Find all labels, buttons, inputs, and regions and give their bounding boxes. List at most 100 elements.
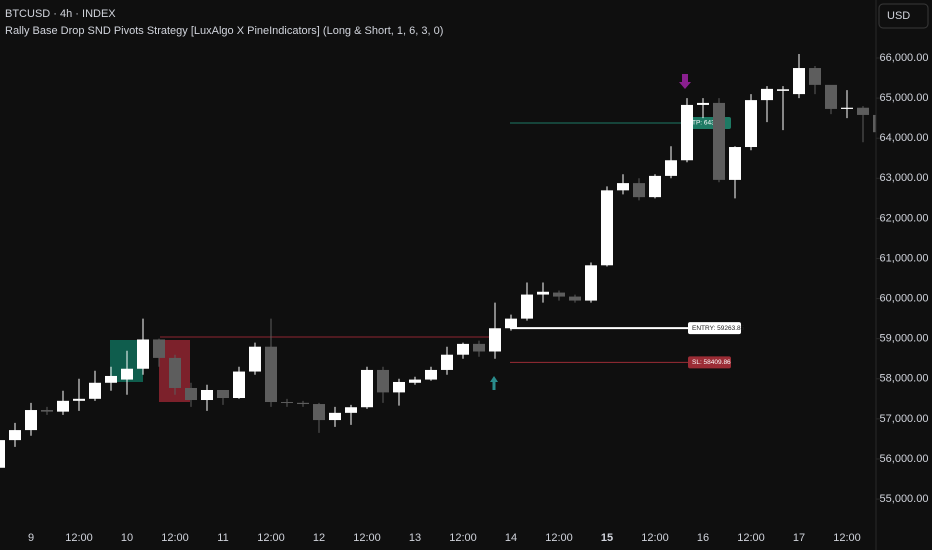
- candle-body: [217, 389, 229, 399]
- candle-body: [649, 175, 661, 198]
- x-tick-label: 12:00: [161, 532, 189, 544]
- level-label: ENTRY: 59263.85: [692, 325, 745, 332]
- candle-body: [185, 387, 197, 401]
- x-tick-label: 9: [28, 532, 34, 544]
- y-tick-label: 55,000.00: [880, 493, 929, 505]
- candle-body: [681, 104, 693, 161]
- long-arrow: [490, 376, 498, 390]
- candle-body: [761, 88, 773, 101]
- candle-body: [713, 102, 725, 180]
- candle-body: [233, 371, 245, 399]
- candle-body: [345, 407, 357, 413]
- x-tick-label: 12:00: [833, 532, 861, 544]
- candle-body: [73, 398, 85, 401]
- y-tick-label: 60,000.00: [880, 292, 929, 304]
- candle-body: [57, 400, 69, 412]
- level-tag: [688, 356, 731, 369]
- candle-body: [521, 294, 533, 319]
- candle-body: [457, 343, 469, 355]
- candle-body: [297, 402, 309, 405]
- candle-body: [489, 328, 501, 352]
- currency-label[interactable]: USD: [887, 10, 910, 22]
- currency-button[interactable]: [878, 3, 929, 29]
- candle-body: [121, 368, 133, 380]
- candle-body: [281, 402, 293, 404]
- y-tick-label: 61,000.00: [880, 252, 929, 264]
- x-tick-label: 13: [409, 532, 421, 544]
- x-tick-label: 12:00: [353, 532, 381, 544]
- y-tick-label: 56,000.00: [880, 453, 929, 465]
- x-tick-label: 12:00: [737, 532, 765, 544]
- candle-body: [441, 354, 453, 370]
- short-arrow: [679, 74, 691, 89]
- candle-body: [633, 183, 645, 198]
- candle-body: [41, 410, 53, 412]
- candle-body: [329, 412, 341, 421]
- candle-body: [617, 183, 629, 191]
- candle-body: [825, 84, 837, 109]
- x-tick-label: 12:00: [449, 532, 477, 544]
- x-tick-label: 17: [793, 532, 805, 544]
- x-tick-label: 12:00: [641, 532, 669, 544]
- candle-body: [9, 430, 21, 441]
- candle-body: [537, 291, 549, 295]
- y-tick-label: 58,000.00: [880, 373, 929, 385]
- candle-body: [409, 379, 421, 383]
- x-tick-label: 11: [217, 532, 228, 544]
- y-tick-label: 64,000.00: [880, 132, 929, 144]
- candle-body: [553, 292, 565, 297]
- x-tick-label: 15: [601, 532, 613, 544]
- candle-body: [169, 357, 181, 388]
- y-tick-label: 57,000.00: [880, 413, 929, 425]
- candle-body: [137, 339, 149, 369]
- candle-body: [809, 68, 821, 85]
- candle-body: [569, 296, 581, 301]
- candle-body: [0, 440, 5, 468]
- candle-body: [313, 404, 325, 421]
- candle-body: [873, 114, 876, 133]
- plot-area: TP: 643 ENTRY: 59263.85 SL: 58409.86: [0, 54, 876, 468]
- candle-body: [473, 343, 485, 352]
- y-tick-label: 66,000.00: [880, 52, 929, 64]
- candle-body: [745, 100, 757, 148]
- candle-body: [393, 381, 405, 393]
- y-tick-label: 59,000.00: [880, 333, 929, 345]
- x-tick-label: 12:00: [545, 532, 573, 544]
- x-tick-label: 10: [121, 532, 133, 544]
- candle-body: [505, 318, 517, 329]
- candle-body: [25, 410, 37, 431]
- x-tick-label: 12: [313, 532, 325, 544]
- x-tick-label: 12:00: [65, 532, 93, 544]
- chart-subtitle: Rally Base Drop SND Pivots Strategy [Lux…: [5, 25, 443, 37]
- y-tick-label: 63,000.00: [880, 172, 929, 184]
- candle-body: [665, 160, 677, 176]
- candle-body: [777, 89, 789, 91]
- candle-body: [265, 346, 277, 403]
- candle-body: [249, 346, 261, 372]
- candle-body: [153, 339, 165, 358]
- x-tick-label: 14: [505, 532, 517, 544]
- levels: TP: 643 ENTRY: 59263.85 SL: 58409.86: [510, 116, 745, 369]
- candle-body: [697, 102, 709, 105]
- candle-body: [729, 147, 741, 180]
- y-tick-label: 62,000.00: [880, 212, 929, 224]
- signals: [490, 74, 691, 390]
- candle-body: [585, 265, 597, 301]
- candle-body: [201, 389, 213, 401]
- candle-body: [601, 190, 613, 266]
- chart-title: BTCUSD · 4h · INDEX: [5, 8, 116, 20]
- level-tag: [688, 322, 741, 335]
- candle-body: [377, 369, 389, 393]
- candle-body: [361, 369, 373, 408]
- level-label: TP: 643: [692, 120, 715, 127]
- x-tick-label: 12:00: [257, 532, 285, 544]
- candle-body: [841, 107, 853, 109]
- candle-body: [105, 375, 117, 383]
- candle-body: [425, 369, 437, 380]
- x-tick-label: 16: [697, 532, 709, 544]
- candle-body: [89, 382, 101, 399]
- level-label: SL: 58409.86: [692, 359, 731, 366]
